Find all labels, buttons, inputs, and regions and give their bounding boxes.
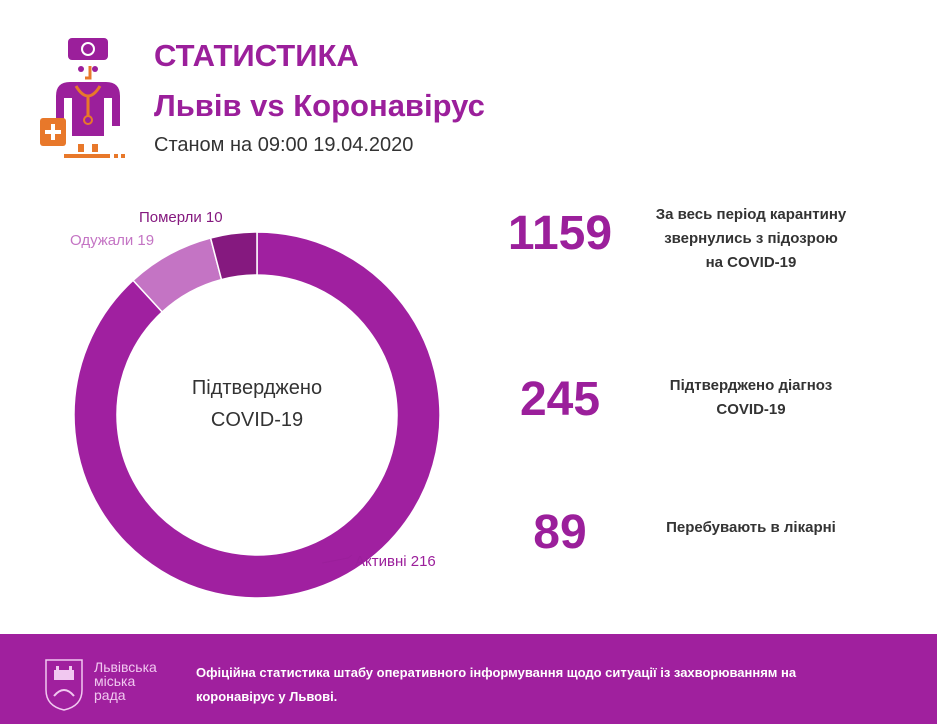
page-subtitle: Львів vs Коронавірус bbox=[154, 88, 485, 123]
city-council-logo-text: Львівська міська рада bbox=[94, 660, 157, 702]
desc-line: на COVID-19 bbox=[705, 254, 797, 271]
leader-line bbox=[321, 554, 353, 564]
label-died: Померли 10 bbox=[139, 209, 223, 226]
date-label: Станом на 09:00 19.04.2020 bbox=[154, 134, 414, 156]
page-title: СТАТИСТИКА bbox=[154, 38, 359, 73]
donut-center-label: Підтверджено COVID-19 bbox=[157, 372, 357, 436]
doctor-icon bbox=[40, 38, 125, 158]
stat-hospital-desc: Перебувають в лікарні bbox=[636, 516, 866, 540]
stat-confirmed-desc: Підтверджено діагноз COVID-19 bbox=[636, 374, 866, 422]
slice-active bbox=[73, 231, 441, 599]
desc-line: Підтверджено діагноз bbox=[669, 377, 833, 394]
stat-suspected-desc: За весь період карантину звернулись з під… bbox=[636, 203, 866, 275]
logo-line: Львівська bbox=[94, 659, 157, 675]
city-coat-of-arms-icon bbox=[45, 659, 83, 711]
desc-line: звернулись з підозрою bbox=[664, 230, 838, 247]
center-label-line2: COVID-19 bbox=[210, 409, 304, 431]
stat-confirmed-value: 245 bbox=[519, 373, 601, 426]
stat-suspected-value: 1159 bbox=[507, 207, 613, 260]
center-label-line1: Підтверджено bbox=[191, 377, 323, 399]
footer-text: Офіційна статистика штабу оперативного і… bbox=[196, 665, 797, 704]
footer bbox=[0, 634, 937, 724]
label-active: Активні 216 bbox=[355, 553, 436, 570]
logo-line: міська bbox=[94, 673, 136, 689]
label-recovered: Одужали 19 bbox=[70, 232, 155, 249]
desc-line: Перебувають в лікарні bbox=[666, 519, 836, 536]
logo-line: рада bbox=[94, 687, 126, 703]
desc-line: За весь період карантину bbox=[655, 206, 847, 223]
desc-line: COVID-19 bbox=[716, 401, 786, 418]
stat-hospital-value: 89 bbox=[533, 506, 587, 559]
slice-died bbox=[209, 231, 258, 281]
donut-chart bbox=[73, 231, 441, 599]
